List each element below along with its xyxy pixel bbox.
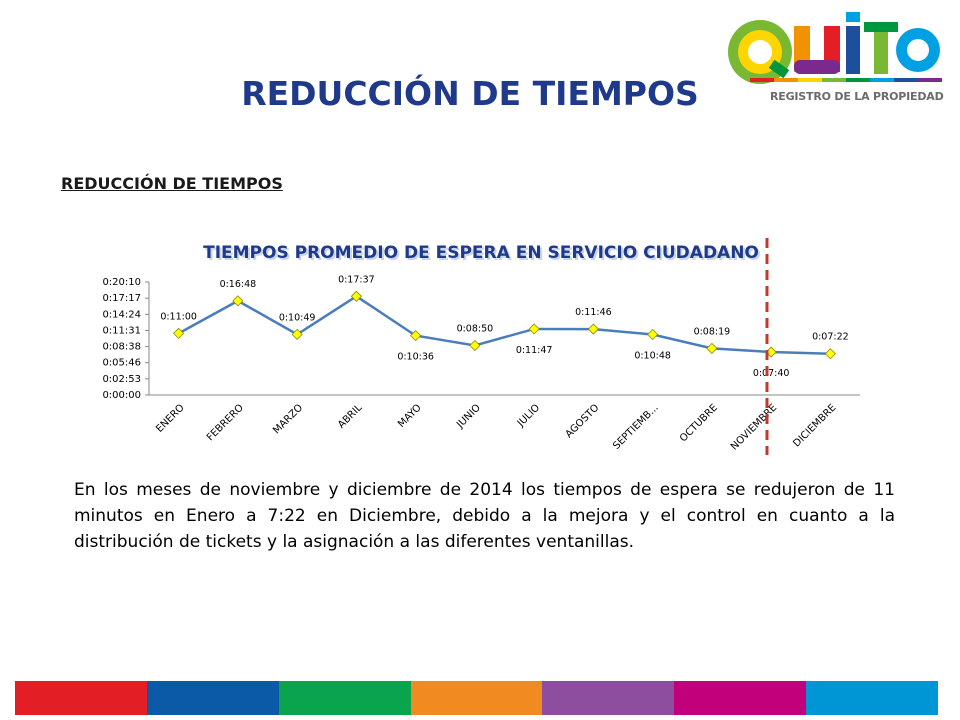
x-tick-label: JULIO — [515, 402, 542, 429]
footer-color-segment — [278, 681, 411, 715]
footer-color-segment — [15, 681, 147, 715]
y-tick-label: 0:11:31 — [102, 325, 141, 336]
chart-title-shadow: TIEMPOS PROMEDIO DE ESPERA EN SERVICIO C… — [205, 245, 761, 265]
data-label: 0:08:50 — [457, 324, 494, 335]
y-tick-label: 0:17:17 — [102, 293, 141, 304]
footer-color-segment — [542, 681, 675, 715]
y-tick-label: 0:05:46 — [102, 358, 141, 369]
quito-wordmark-image — [728, 12, 942, 84]
x-tick-label: ABRIL — [336, 402, 365, 431]
data-point-marker — [647, 328, 659, 341]
x-tick-label: SEPTIEMB... — [611, 402, 661, 452]
x-tick-label: DICIEMBRE — [791, 402, 838, 449]
data-label: 0:11:00 — [160, 311, 197, 322]
data-label: 0:17:37 — [338, 274, 375, 285]
x-tick-label: FEBRERO — [205, 402, 246, 443]
x-tick-label: AGOSTO — [564, 402, 602, 440]
chart-title: TIEMPOS PROMEDIO DE ESPERA EN SERVICIO C… — [203, 243, 759, 263]
x-tick-label: MAYO — [396, 402, 424, 430]
footer-color-segment — [806, 681, 939, 715]
footer-color-segment — [674, 681, 807, 715]
y-tick-label: 0:08:38 — [102, 342, 141, 353]
logo-caption: REGISTRO DE LA PROPIEDAD — [770, 90, 944, 103]
data-point-marker — [528, 323, 540, 335]
data-label: 0:08:19 — [694, 326, 731, 337]
data-label: 0:10:49 — [279, 312, 316, 323]
body-paragraph: En los meses de noviembre y diciembre de… — [74, 480, 895, 552]
section-subtitle: REDUCCIÓN DE TIEMPOS — [61, 174, 283, 193]
y-tick-label: 0:00:00 — [102, 390, 141, 401]
data-point-marker — [469, 339, 481, 352]
data-point-marker — [587, 323, 599, 335]
x-tick-label: MARZO — [271, 402, 305, 436]
slide-title: REDUCCIÓN DE TIEMPOS — [241, 74, 699, 113]
data-point-marker — [706, 342, 718, 354]
data-point-marker — [824, 348, 836, 360]
footer-color-segment — [410, 681, 543, 715]
data-point-marker — [291, 328, 303, 340]
x-tick-label: OCTUBRE — [678, 402, 720, 444]
data-label: 0:11:47 — [516, 345, 553, 356]
data-point-marker — [410, 330, 422, 342]
data-label: 0:16:48 — [220, 279, 257, 290]
data-label: 0:11:46 — [575, 307, 612, 318]
data-point-marker — [173, 327, 185, 339]
data-point-marker — [232, 295, 244, 307]
series-line — [178, 294, 831, 355]
x-tick-label: ENERO — [154, 402, 187, 435]
quito-logo — [722, 4, 942, 108]
y-tick-label: 0:02:53 — [102, 374, 141, 385]
data-label: 0:10:36 — [397, 352, 434, 363]
y-tick-label: 0:20:10 — [102, 277, 141, 288]
data-label: 0:07:40 — [753, 368, 790, 379]
footer-color-bar — [15, 681, 939, 715]
data-point-marker — [350, 290, 362, 302]
waiting-times-chart: TIEMPOS PROMEDIO DE ESPERA EN SERVICIO C… — [102, 238, 860, 455]
y-tick-label: 0:14:24 — [102, 309, 141, 320]
footer-color-segment — [146, 681, 279, 715]
x-tick-label: NOVIEMBRE — [729, 402, 779, 452]
x-tick-label: JUNIO — [454, 402, 483, 431]
data-label: 0:07:22 — [812, 332, 849, 343]
data-label: 0:10:48 — [634, 350, 671, 361]
